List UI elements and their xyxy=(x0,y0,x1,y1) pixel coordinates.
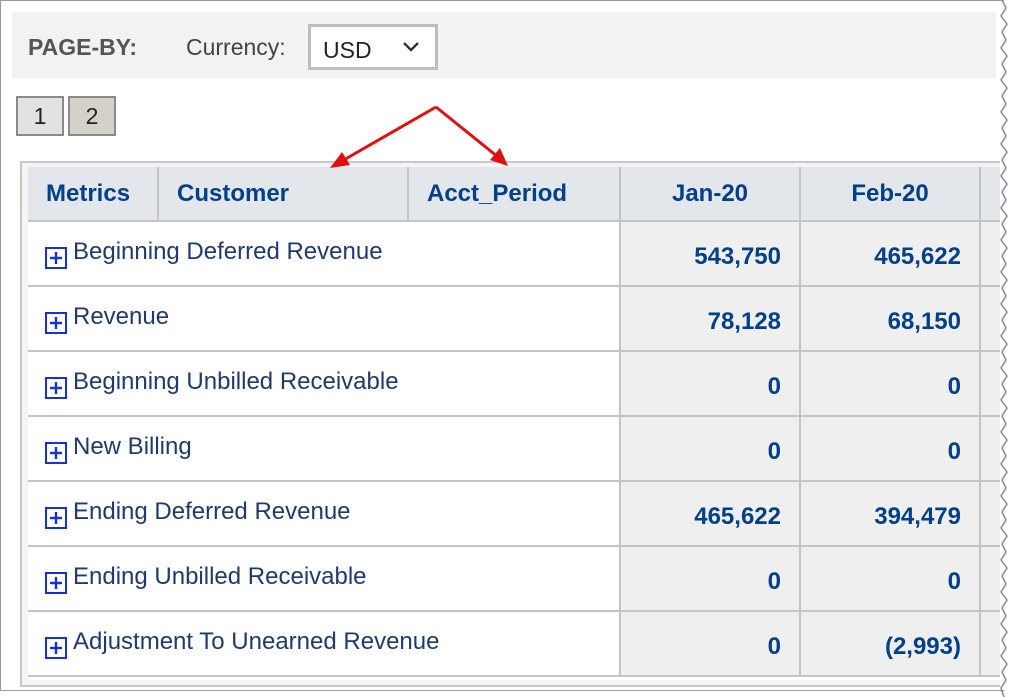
row-label-text: Beginning Deferred Revenue xyxy=(73,238,383,265)
header-acct-period[interactable]: Acct_Period xyxy=(409,167,621,222)
header-metrics[interactable]: Metrics xyxy=(28,167,159,222)
header-customer-label: Customer xyxy=(177,179,290,207)
torn-edge xyxy=(1000,0,1008,697)
cell-jan-20: 465,622 xyxy=(621,482,801,547)
chevron-down-icon xyxy=(403,42,419,52)
header-jan-20[interactable]: Jan-20 xyxy=(621,167,801,222)
plus-box-icon[interactable] xyxy=(45,377,67,399)
currency-label: Currency: xyxy=(186,34,286,60)
cell-feb-20: 394,479 xyxy=(801,482,981,547)
plus-box-icon[interactable] xyxy=(45,247,67,269)
cell-feb-20: 0 xyxy=(801,417,981,482)
header-acct-period-label: Acct_Period xyxy=(427,179,568,207)
currency-selected-value: USD xyxy=(323,37,372,63)
header-next-column xyxy=(981,167,1000,222)
cell-next-column xyxy=(981,482,1000,547)
plus-box-icon[interactable] xyxy=(45,572,67,594)
plus-box-icon[interactable] xyxy=(45,312,67,334)
row-label-text: Ending Deferred Revenue xyxy=(73,498,351,525)
page-button-2[interactable]: 2 xyxy=(68,96,116,136)
cell-jan-20: 0 xyxy=(621,612,801,677)
row-label-text: Revenue xyxy=(73,303,170,330)
header-metrics-label: Metrics xyxy=(46,179,131,207)
cell-next-column xyxy=(981,417,1000,482)
table-row-label[interactable]: Adjustment To Unearned Revenue xyxy=(28,612,621,677)
cell-next-column xyxy=(981,222,1000,287)
header-customer[interactable]: Customer xyxy=(159,167,409,222)
table-row-label[interactable]: Revenue xyxy=(28,287,621,352)
cell-next-column xyxy=(981,547,1000,612)
plus-box-icon[interactable] xyxy=(45,507,67,529)
cell-jan-20: 0 xyxy=(621,352,801,417)
plus-box-icon[interactable] xyxy=(45,637,67,659)
plus-box-icon[interactable] xyxy=(45,442,67,464)
row-label-text: Adjustment To Unearned Revenue xyxy=(73,628,440,655)
cell-feb-20: 0 xyxy=(801,547,981,612)
table-row-label[interactable]: Ending Unbilled Receivable xyxy=(28,547,621,612)
row-label-text: Ending Unbilled Receivable xyxy=(73,563,367,590)
page-by-label: PAGE-BY: xyxy=(28,34,138,60)
cell-next-column xyxy=(981,287,1000,352)
cell-jan-20: 0 xyxy=(621,547,801,612)
cell-feb-20: (2,993) xyxy=(801,612,981,677)
cell-feb-20: 68,150 xyxy=(801,287,981,352)
cell-jan-20: 0 xyxy=(621,417,801,482)
table-row-label[interactable]: Beginning Unbilled Receivable xyxy=(28,352,621,417)
cell-feb-20: 0 xyxy=(801,352,981,417)
cell-next-column xyxy=(981,612,1000,677)
header-feb-20-label: Feb-20 xyxy=(851,179,929,207)
row-label-text: New Billing xyxy=(73,433,192,460)
table-row-label[interactable]: Ending Deferred Revenue xyxy=(28,482,621,547)
currency-dropdown[interactable]: USD xyxy=(308,24,438,70)
table-row-label[interactable]: New Billing xyxy=(28,417,621,482)
cell-jan-20: 543,750 xyxy=(621,222,801,287)
page-button-1[interactable]: 1 xyxy=(16,96,64,136)
report-grid: Metrics Customer Acct_Period Jan-20 Feb-… xyxy=(28,167,1000,680)
row-label-text: Beginning Unbilled Receivable xyxy=(73,368,399,395)
cell-feb-20: 465,622 xyxy=(801,222,981,287)
cell-jan-20: 78,128 xyxy=(621,287,801,352)
header-feb-20[interactable]: Feb-20 xyxy=(801,167,981,222)
header-jan-20-label: Jan-20 xyxy=(671,179,749,207)
table-row-label[interactable]: Beginning Deferred Revenue xyxy=(28,222,621,287)
page-by-bar: PAGE-BY: Currency: USD xyxy=(12,12,996,78)
cell-next-column xyxy=(981,352,1000,417)
